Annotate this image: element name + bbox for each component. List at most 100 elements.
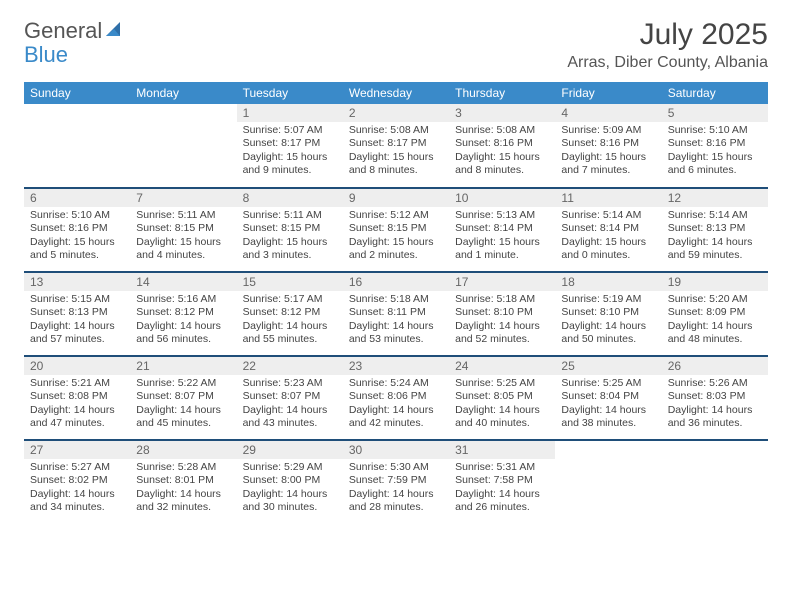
day-data: Sunrise: 5:08 AMSunset: 8:17 PMDaylight:… bbox=[343, 122, 449, 182]
weekday-header: Monday bbox=[130, 82, 236, 104]
calendar-week-row: 27Sunrise: 5:27 AMSunset: 8:02 PMDayligh… bbox=[24, 440, 768, 524]
sunset-text: Sunset: 7:59 PM bbox=[349, 474, 443, 487]
sunset-text: Sunset: 8:14 PM bbox=[561, 222, 655, 235]
day-data: Sunrise: 5:27 AMSunset: 8:02 PMDaylight:… bbox=[24, 459, 130, 519]
calendar-page: General July 2025 Arras, Diber County, A… bbox=[0, 0, 792, 542]
day-data: Sunrise: 5:10 AMSunset: 8:16 PMDaylight:… bbox=[24, 207, 130, 267]
day-data: Sunrise: 5:14 AMSunset: 8:14 PMDaylight:… bbox=[555, 207, 661, 267]
daylight-text-1: Daylight: 14 hours bbox=[136, 404, 230, 417]
daylight-text-1: Daylight: 14 hours bbox=[561, 320, 655, 333]
daylight-text-1: Daylight: 14 hours bbox=[349, 404, 443, 417]
daylight-text-1: Daylight: 14 hours bbox=[349, 488, 443, 501]
daylight-text-2: and 8 minutes. bbox=[455, 164, 549, 177]
daylight-text-1: Daylight: 14 hours bbox=[136, 488, 230, 501]
sunrise-text: Sunrise: 5:16 AM bbox=[136, 293, 230, 306]
day-data: Sunrise: 5:11 AMSunset: 8:15 PMDaylight:… bbox=[237, 207, 343, 267]
daylight-text-2: and 34 minutes. bbox=[30, 501, 124, 514]
day-data: Sunrise: 5:18 AMSunset: 8:11 PMDaylight:… bbox=[343, 291, 449, 351]
calendar-day-cell: 8Sunrise: 5:11 AMSunset: 8:15 PMDaylight… bbox=[237, 188, 343, 272]
sunset-text: Sunset: 8:17 PM bbox=[349, 137, 443, 150]
day-data: Sunrise: 5:14 AMSunset: 8:13 PMDaylight:… bbox=[662, 207, 768, 267]
daylight-text-1: Daylight: 15 hours bbox=[243, 151, 337, 164]
calendar-week-row: ....1Sunrise: 5:07 AMSunset: 8:17 PMDayl… bbox=[24, 104, 768, 188]
day-number: 16 bbox=[343, 273, 449, 291]
calendar-day-cell: 14Sunrise: 5:16 AMSunset: 8:12 PMDayligh… bbox=[130, 272, 236, 356]
calendar-day-cell: 20Sunrise: 5:21 AMSunset: 8:08 PMDayligh… bbox=[24, 356, 130, 440]
day-number: 1 bbox=[237, 104, 343, 122]
daylight-text-1: Daylight: 14 hours bbox=[561, 404, 655, 417]
daylight-text-1: Daylight: 14 hours bbox=[668, 320, 762, 333]
logo: General bbox=[24, 18, 124, 44]
daylight-text-1: Daylight: 14 hours bbox=[30, 320, 124, 333]
sunrise-text: Sunrise: 5:22 AM bbox=[136, 377, 230, 390]
day-number: 3 bbox=[449, 104, 555, 122]
sunset-text: Sunset: 8:13 PM bbox=[668, 222, 762, 235]
sunset-text: Sunset: 8:16 PM bbox=[668, 137, 762, 150]
sunrise-text: Sunrise: 5:08 AM bbox=[455, 124, 549, 137]
day-number: 8 bbox=[237, 189, 343, 207]
sunset-text: Sunset: 8:04 PM bbox=[561, 390, 655, 403]
day-data: Sunrise: 5:15 AMSunset: 8:13 PMDaylight:… bbox=[24, 291, 130, 351]
sunrise-text: Sunrise: 5:28 AM bbox=[136, 461, 230, 474]
daylight-text-1: Daylight: 15 hours bbox=[243, 236, 337, 249]
calendar-day-cell: 3Sunrise: 5:08 AMSunset: 8:16 PMDaylight… bbox=[449, 104, 555, 188]
daylight-text-2: and 32 minutes. bbox=[136, 501, 230, 514]
sunset-text: Sunset: 8:11 PM bbox=[349, 306, 443, 319]
day-data: Sunrise: 5:18 AMSunset: 8:10 PMDaylight:… bbox=[449, 291, 555, 351]
sunrise-text: Sunrise: 5:17 AM bbox=[243, 293, 337, 306]
calendar-week-row: 6Sunrise: 5:10 AMSunset: 8:16 PMDaylight… bbox=[24, 188, 768, 272]
sunset-text: Sunset: 8:12 PM bbox=[243, 306, 337, 319]
daylight-text-1: Daylight: 14 hours bbox=[668, 236, 762, 249]
daylight-text-1: Daylight: 15 hours bbox=[561, 236, 655, 249]
logo-sail-icon bbox=[104, 18, 124, 44]
calendar-day-cell: 23Sunrise: 5:24 AMSunset: 8:06 PMDayligh… bbox=[343, 356, 449, 440]
sunrise-text: Sunrise: 5:19 AM bbox=[561, 293, 655, 306]
sunset-text: Sunset: 8:15 PM bbox=[136, 222, 230, 235]
daylight-text-2: and 55 minutes. bbox=[243, 333, 337, 346]
daylight-text-2: and 56 minutes. bbox=[136, 333, 230, 346]
day-number: 31 bbox=[449, 441, 555, 459]
daylight-text-2: and 9 minutes. bbox=[243, 164, 337, 177]
calendar-day-cell: 17Sunrise: 5:18 AMSunset: 8:10 PMDayligh… bbox=[449, 272, 555, 356]
calendar-day-cell: 22Sunrise: 5:23 AMSunset: 8:07 PMDayligh… bbox=[237, 356, 343, 440]
calendar-day-cell: 5Sunrise: 5:10 AMSunset: 8:16 PMDaylight… bbox=[662, 104, 768, 188]
day-number: 7 bbox=[130, 189, 236, 207]
title-block: July 2025 Arras, Diber County, Albania bbox=[567, 18, 768, 72]
sunset-text: Sunset: 8:00 PM bbox=[243, 474, 337, 487]
daylight-text-1: Daylight: 15 hours bbox=[30, 236, 124, 249]
calendar-day-cell: 25Sunrise: 5:25 AMSunset: 8:04 PMDayligh… bbox=[555, 356, 661, 440]
sunset-text: Sunset: 7:58 PM bbox=[455, 474, 549, 487]
calendar-day-cell: 6Sunrise: 5:10 AMSunset: 8:16 PMDaylight… bbox=[24, 188, 130, 272]
calendar-day-cell: 15Sunrise: 5:17 AMSunset: 8:12 PMDayligh… bbox=[237, 272, 343, 356]
sunrise-text: Sunrise: 5:21 AM bbox=[30, 377, 124, 390]
day-number: 12 bbox=[662, 189, 768, 207]
daylight-text-2: and 59 minutes. bbox=[668, 249, 762, 262]
sunrise-text: Sunrise: 5:29 AM bbox=[243, 461, 337, 474]
day-number: 2 bbox=[343, 104, 449, 122]
daylight-text-2: and 26 minutes. bbox=[455, 501, 549, 514]
daylight-text-1: Daylight: 14 hours bbox=[668, 404, 762, 417]
sunrise-text: Sunrise: 5:09 AM bbox=[561, 124, 655, 137]
weekday-header: Sunday bbox=[24, 82, 130, 104]
weekday-header: Saturday bbox=[662, 82, 768, 104]
day-number: 27 bbox=[24, 441, 130, 459]
sunset-text: Sunset: 8:12 PM bbox=[136, 306, 230, 319]
day-data: Sunrise: 5:28 AMSunset: 8:01 PMDaylight:… bbox=[130, 459, 236, 519]
day-number: 19 bbox=[662, 273, 768, 291]
calendar-day-cell: 21Sunrise: 5:22 AMSunset: 8:07 PMDayligh… bbox=[130, 356, 236, 440]
sunset-text: Sunset: 8:06 PM bbox=[349, 390, 443, 403]
daylight-text-2: and 47 minutes. bbox=[30, 417, 124, 430]
day-number: 9 bbox=[343, 189, 449, 207]
sunset-text: Sunset: 8:15 PM bbox=[349, 222, 443, 235]
daylight-text-2: and 38 minutes. bbox=[561, 417, 655, 430]
daylight-text-2: and 2 minutes. bbox=[349, 249, 443, 262]
sunset-text: Sunset: 8:10 PM bbox=[455, 306, 549, 319]
day-number: 25 bbox=[555, 357, 661, 375]
sunrise-text: Sunrise: 5:10 AM bbox=[668, 124, 762, 137]
calendar-day-cell: 24Sunrise: 5:25 AMSunset: 8:05 PMDayligh… bbox=[449, 356, 555, 440]
calendar-day-cell: 16Sunrise: 5:18 AMSunset: 8:11 PMDayligh… bbox=[343, 272, 449, 356]
calendar-day-cell: 10Sunrise: 5:13 AMSunset: 8:14 PMDayligh… bbox=[449, 188, 555, 272]
daylight-text-2: and 52 minutes. bbox=[455, 333, 549, 346]
daylight-text-2: and 43 minutes. bbox=[243, 417, 337, 430]
daylight-text-2: and 4 minutes. bbox=[136, 249, 230, 262]
